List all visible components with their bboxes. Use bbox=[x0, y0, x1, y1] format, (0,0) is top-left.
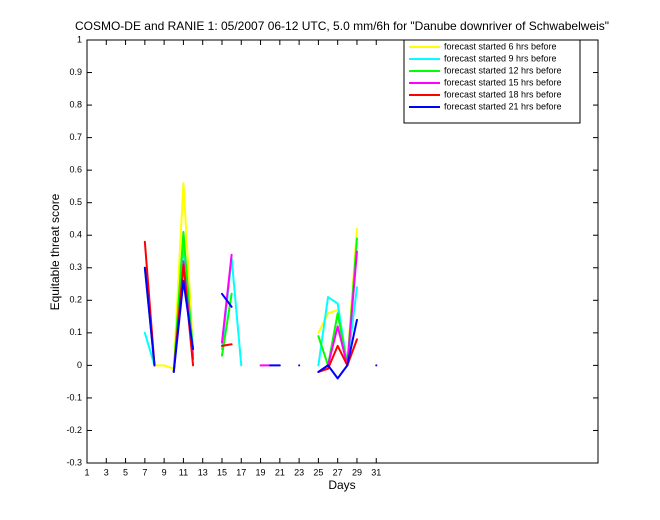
x-tick-label: 7 bbox=[142, 467, 147, 477]
legend-label: forecast started 15 hrs before bbox=[444, 77, 562, 87]
x-tick-label: 11 bbox=[179, 467, 188, 477]
x-tick-label: 5 bbox=[123, 467, 128, 477]
x-tick-label: 17 bbox=[236, 467, 246, 477]
x-tick-label: 25 bbox=[313, 467, 323, 477]
legend-label: forecast started 18 hrs before bbox=[444, 89, 562, 99]
x-tick-label: 21 bbox=[275, 467, 285, 477]
y-tick-label: 0.3 bbox=[69, 262, 82, 272]
y-tick-label: 0.8 bbox=[69, 99, 82, 109]
y-tick-label: -0.1 bbox=[66, 392, 82, 402]
x-tick-label: 1 bbox=[84, 467, 89, 477]
y-tick-label: 0.2 bbox=[69, 295, 82, 305]
x-tick-label: 23 bbox=[294, 467, 304, 477]
y-tick-label: -0.3 bbox=[66, 457, 82, 467]
series-line bbox=[143, 266, 378, 380]
legend-box bbox=[403, 39, 581, 124]
x-tick-label: 13 bbox=[198, 467, 208, 477]
x-tick-label: 31 bbox=[371, 467, 381, 477]
y-tick-label: 0.7 bbox=[69, 132, 82, 142]
y-tick-label: 0.5 bbox=[69, 197, 82, 207]
chart-title: COSMO-DE and RANIE 1: 05/2007 06-12 UTC,… bbox=[75, 19, 609, 33]
x-tick-label: 29 bbox=[352, 467, 362, 477]
y-tick-label: 1 bbox=[77, 34, 82, 44]
y-tick-label: -0.2 bbox=[66, 425, 82, 435]
legend-label: forecast started 12 hrs before bbox=[444, 65, 562, 75]
y-tick-label: 0.4 bbox=[69, 230, 82, 240]
series-line bbox=[143, 240, 358, 373]
x-tick-label: 15 bbox=[217, 467, 227, 477]
x-tick-label: 3 bbox=[104, 467, 109, 477]
legend-label: forecast started 21 hrs before bbox=[444, 101, 562, 111]
x-tick-label: 19 bbox=[256, 467, 266, 477]
x-tick-label: 9 bbox=[162, 467, 167, 477]
y-tick-label: 0.1 bbox=[69, 327, 82, 337]
legend-label: forecast started 6 hrs before bbox=[444, 41, 557, 51]
legend-label: forecast started 9 hrs before bbox=[444, 53, 557, 63]
y-tick-label: 0.6 bbox=[69, 165, 82, 175]
x-tick-label: 27 bbox=[333, 467, 343, 477]
y-axis-label: Equitable threat score bbox=[48, 193, 62, 310]
y-tick-label: 0.9 bbox=[69, 67, 82, 77]
y-tick-label: 0 bbox=[77, 360, 82, 370]
x-axis-label: Days bbox=[328, 478, 355, 492]
plot-area bbox=[86, 39, 599, 464]
